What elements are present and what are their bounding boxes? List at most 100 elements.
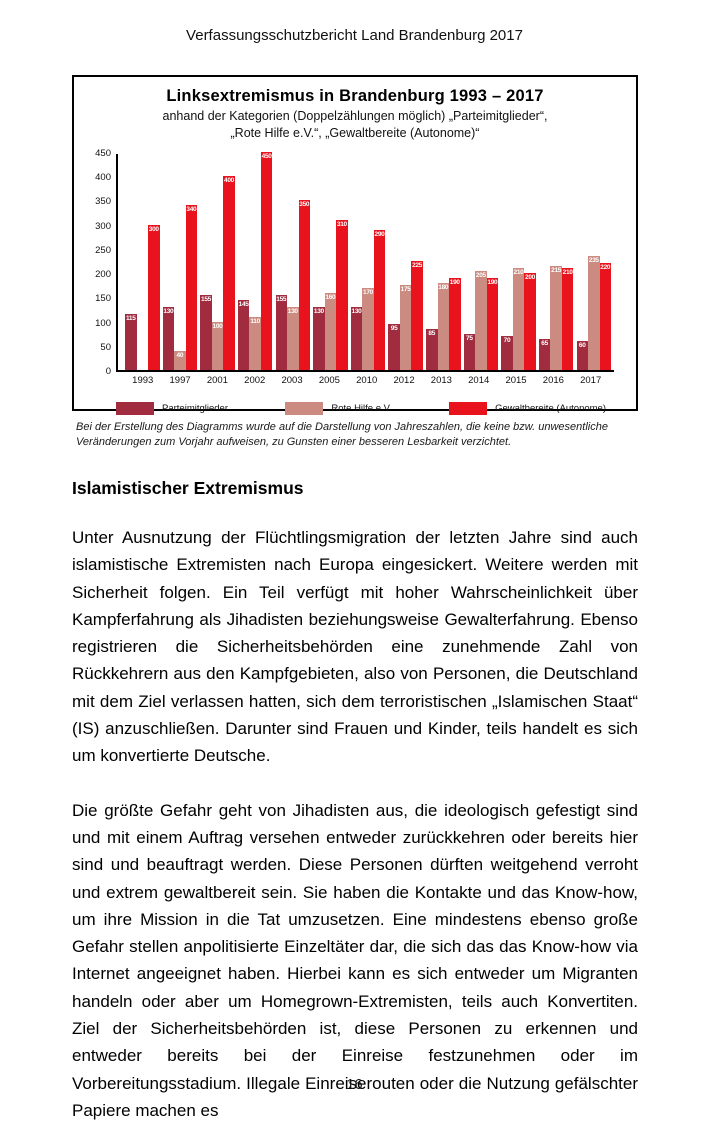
bar-slot: 235: [588, 154, 600, 370]
bar-rote-hilfe-e-v-2015: 210: [512, 268, 525, 370]
x-tick-label-2010: 2010: [356, 375, 378, 386]
bar-value-label: 60: [578, 341, 586, 349]
bar-gewaltbereite-autonome-2005: 310: [336, 219, 348, 370]
bar-value-label: 155: [201, 295, 211, 303]
bar-value-label: 400: [224, 177, 234, 185]
plot-wrap: 0 50 100 150 200 250 300 350 400 450 115 300 130 40 3…: [80, 148, 614, 377]
bar-slot: 130: [162, 154, 175, 370]
bar-value-label: 205: [475, 271, 486, 279]
bar-value-label: 75: [466, 334, 473, 342]
bar-value-label: 200: [525, 274, 535, 282]
bar-gewaltbereite-autonome-2017: 220: [599, 263, 611, 370]
bar-rote-hilfe-e-v-2001: 100: [211, 321, 224, 370]
legend-swatch-gewaltbereite-autonome: [449, 402, 488, 415]
bar-value-label: 70: [503, 337, 511, 345]
bar-gewaltbereite-autonome-2001: 400: [223, 176, 235, 370]
x-tick-label-2017: 2017: [580, 375, 602, 386]
bar-gewaltbereite-autonome-2013: 190: [449, 277, 461, 370]
bar-parteimitglieder-2015: 70: [501, 336, 513, 370]
bar-value-label: 170: [363, 288, 373, 296]
x-tick-label-2012: 2012: [393, 375, 415, 386]
section-heading: Islamistischer Extremismus: [72, 478, 304, 498]
page-header: Verfassungsschutzbericht Land Brandenbur…: [186, 27, 523, 44]
bar-slot: 115: [125, 154, 137, 370]
bar-rote-hilfe-e-v-2013: 180: [437, 282, 449, 370]
bar-value-label: 65: [541, 339, 548, 347]
bar-slot: 225: [411, 154, 423, 370]
bar-value-label: 130: [287, 308, 298, 316]
bar-value-label: 290: [374, 230, 385, 238]
bar-value-label: 130: [351, 308, 362, 316]
bar-value-label: 115: [125, 315, 136, 323]
bar-group-2015: 70 210 200: [501, 154, 536, 370]
bar-value-label: 190: [449, 278, 460, 286]
bar-group-2016: 65 215 210: [538, 154, 574, 370]
bar-value-label: 130: [313, 308, 324, 316]
legend-label-gewaltbereite-autonome: Gewaltbereite (Autonome): [495, 403, 606, 414]
bar-group-2013: 85 180 190: [426, 154, 461, 370]
x-tick-label-2015: 2015: [505, 375, 527, 386]
bar-slot: 85: [426, 154, 438, 370]
bar-value-label: 225: [412, 262, 423, 269]
bar-value-label: 110: [250, 317, 260, 325]
y-tick-label-150: 150: [95, 293, 111, 305]
x-tick-label-2001: 2001: [206, 375, 228, 386]
bar-group-2010: 130 170 290: [350, 154, 386, 370]
bar-slot: 75: [463, 154, 476, 370]
bar-group-2017: 60 235 220: [576, 154, 611, 370]
bar-slot: 210: [512, 154, 525, 370]
bar-value-label: 100: [212, 322, 223, 330]
bar-slot: 400: [223, 154, 235, 370]
bar-slot: 95: [388, 154, 400, 370]
bar-group-2003: 155 130 350: [275, 154, 310, 370]
bar-value-label: 235: [588, 257, 599, 265]
bar-group-1997: 130 40 340: [162, 154, 198, 370]
bar-value-label: 40: [176, 351, 184, 359]
bar-group-2001: 155 100 400: [200, 154, 235, 370]
body-text: Unter Ausnutzung der Flüchtlingsmigratio…: [72, 524, 638, 1123]
bar-gewaltbereite-autonome-1993: 300: [148, 224, 160, 370]
bar-rote-hilfe-e-v-2014: 205: [475, 270, 487, 370]
bar-slot: 155: [275, 154, 287, 370]
bar-rote-hilfe-e-v-2010: 170: [362, 287, 374, 370]
bar-slot: 310: [336, 154, 348, 370]
bar-slot: 180: [437, 154, 449, 370]
bar-slot: 450: [260, 152, 273, 370]
bar-group-2002: 145 110 450: [237, 152, 273, 370]
x-tick-label-1997: 1997: [169, 375, 191, 386]
bar-rote-hilfe-e-v-2003: 130: [287, 307, 299, 370]
chart-title: Linksextremismus in Brandenburg 1993 – 2…: [166, 87, 544, 105]
x-tick-label-2014: 2014: [468, 375, 490, 386]
bar-slot: 70: [501, 154, 513, 370]
bar-gewaltbereite-autonome-2015: 200: [524, 273, 536, 370]
bar-gewaltbereite-autonome-2002: 450: [260, 152, 273, 370]
bar-value-label: 215: [551, 266, 562, 274]
bar-value-label: 175: [400, 286, 411, 294]
bar-parteimitglieder-2001: 155: [200, 294, 212, 370]
bar-slot: 155: [200, 154, 212, 370]
bar-slot: 65: [538, 154, 551, 370]
y-tick-label-50: 50: [100, 341, 111, 353]
bar-value-label: 300: [148, 225, 159, 233]
bar-rote-hilfe-e-v-2002: 110: [249, 316, 261, 370]
bar-parteimitglieder-2010: 130: [350, 307, 363, 370]
bar-parteimitglieder-2014: 75: [463, 333, 476, 370]
bar-value-label: 210: [562, 269, 573, 277]
legend-item-rote-hilfe-e-v: Rote Hilfe e.V.: [285, 402, 392, 415]
bar-slot: 340: [185, 154, 198, 370]
y-tick-label-350: 350: [95, 196, 111, 208]
bar-parteimitglieder-2013: 85: [426, 328, 438, 370]
x-tick-label-2002: 2002: [244, 375, 266, 386]
bar-slot: [137, 154, 149, 370]
bar-value-label: 350: [299, 201, 310, 209]
bar-group-2005: 130 160 310: [313, 154, 348, 370]
legend-item-parteimitglieder: Parteimitglieder: [116, 402, 228, 415]
x-tick-label-2005: 2005: [318, 375, 340, 386]
bar-value-label: 155: [276, 295, 287, 303]
bar-slot: 145: [237, 154, 250, 370]
y-tick-label-450: 450: [95, 148, 111, 159]
bar-value-label: 95: [390, 324, 398, 332]
bar-slot: 160: [324, 154, 337, 370]
bar-gewaltbereite-autonome-2016: 210: [561, 268, 574, 370]
